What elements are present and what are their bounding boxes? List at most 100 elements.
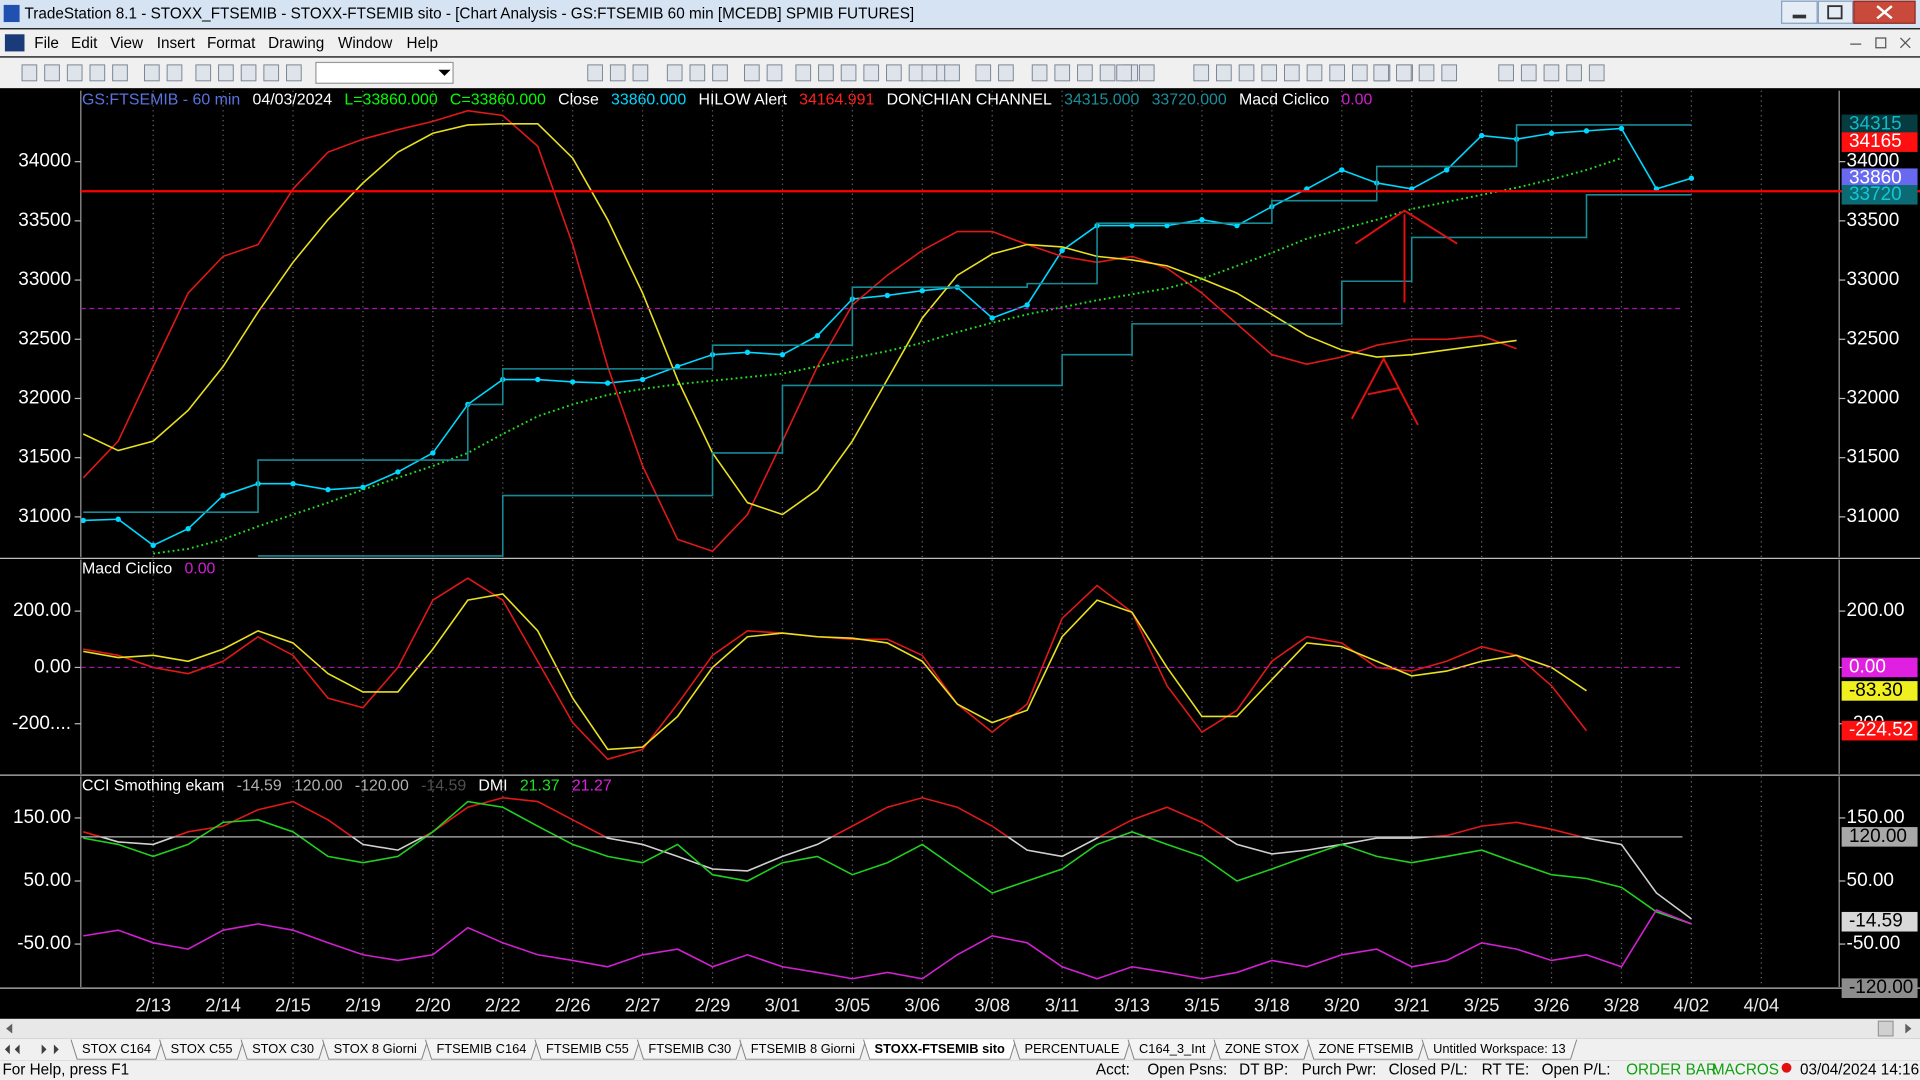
toolbar-icon[interactable] (587, 64, 603, 82)
toolbar-icon[interactable] (1116, 64, 1132, 82)
toolbar-icon[interactable] (609, 64, 626, 82)
toolbar-icon[interactable] (144, 64, 160, 82)
toolbar-icon[interactable] (840, 64, 857, 82)
toolbar-icon[interactable] (89, 64, 106, 82)
toolbar-icon[interactable] (21, 64, 38, 82)
menu-item[interactable]: Edit (71, 35, 98, 52)
toolbar-icon[interactable] (689, 64, 706, 82)
toolbar-icon[interactable] (1031, 64, 1048, 82)
toolbar-icon[interactable] (1498, 64, 1514, 82)
toolbar-icon[interactable] (744, 64, 760, 82)
toolbar-icon[interactable] (1351, 64, 1368, 82)
menu-item[interactable]: Help (407, 35, 438, 52)
menu-item[interactable]: Format (207, 35, 256, 52)
series-line (83, 593, 1587, 751)
menu-item[interactable]: File (34, 35, 59, 52)
tab-label[interactable]: FTSEMIB 8 Giorni (751, 1041, 855, 1056)
toolbar-icon[interactable] (666, 64, 683, 82)
tab[interactable] (1307, 1039, 1426, 1060)
child-window-controls[interactable] (1850, 37, 1911, 49)
toolbar-icon[interactable] (998, 64, 1014, 82)
tab[interactable] (1127, 1039, 1217, 1060)
toolbar-icon[interactable] (886, 64, 902, 82)
toolbar-icon[interactable] (1566, 64, 1582, 82)
tab-label[interactable]: STOX C55 (171, 1041, 233, 1056)
macros[interactable]: MACROS (1712, 1061, 1779, 1078)
toolbar-icon[interactable] (1441, 64, 1458, 82)
menu-item[interactable]: View (110, 35, 144, 52)
tab[interactable] (240, 1039, 326, 1060)
toolbar-icon[interactable] (166, 64, 183, 82)
toolbar-icon[interactable] (263, 64, 280, 82)
toolbar-icon[interactable] (1193, 64, 1210, 82)
order-bar[interactable]: ORDER BAR (1626, 1061, 1717, 1078)
toolbar-icon[interactable] (195, 64, 212, 82)
tab[interactable] (322, 1039, 429, 1060)
tab-label[interactable]: PERCENTUALE (1025, 1041, 1120, 1056)
menu-item[interactable]: Drawing (268, 35, 324, 52)
menu-item[interactable]: Insert (157, 35, 196, 52)
toolbar-icon[interactable] (1261, 64, 1278, 82)
horizontal-scrollbar[interactable] (0, 1018, 1920, 1039)
tab-label[interactable]: ZONE STOX (1225, 1041, 1299, 1056)
tab-label[interactable]: STOX C164 (82, 1041, 151, 1056)
tab[interactable] (534, 1039, 641, 1060)
toolbar-icon[interactable] (1099, 64, 1116, 82)
toolbar-icon[interactable] (44, 64, 60, 82)
tab[interactable] (159, 1039, 245, 1060)
toolbar-icon[interactable] (632, 64, 649, 82)
tab[interactable] (1421, 1039, 1578, 1060)
toolbar-icon[interactable] (1077, 64, 1093, 82)
toolbar-icon[interactable] (218, 64, 234, 82)
toolbar-icon[interactable] (795, 64, 812, 82)
tab[interactable] (1213, 1039, 1311, 1060)
scroll-thumb[interactable] (1877, 1020, 1894, 1037)
tab[interactable] (70, 1039, 163, 1060)
toolbar-icon[interactable] (1238, 64, 1255, 82)
toolbar-icon[interactable] (1138, 64, 1155, 82)
toolbar-icon[interactable] (944, 64, 960, 82)
tab[interactable] (739, 1039, 867, 1060)
toolbar-icon[interactable] (975, 64, 992, 82)
toolbar-icon[interactable] (1588, 64, 1605, 82)
tab-label[interactable]: STOX 8 Giorni (334, 1041, 417, 1056)
tab-label[interactable]: ZONE FTSEMIB (1319, 1041, 1414, 1056)
toolbar-icon[interactable] (766, 64, 783, 82)
tab-label[interactable]: STOXX-FTSEMIB sito (875, 1041, 1006, 1056)
tab-label[interactable]: FTSEMIB C55 (546, 1041, 629, 1056)
toolbar-icon[interactable] (1284, 64, 1300, 82)
tab-label[interactable]: STOX C30 (252, 1041, 314, 1056)
tab-label[interactable]: FTSEMIB C164 (436, 1041, 526, 1056)
toolbar-icon[interactable] (1418, 64, 1435, 82)
tab-label[interactable]: FTSEMIB C30 (648, 1041, 731, 1056)
toolbar-icon[interactable] (863, 64, 880, 82)
restore-button[interactable] (1817, 0, 1854, 24)
toolbar-icon[interactable] (921, 64, 938, 82)
toolbar-icon[interactable] (712, 64, 728, 82)
tab[interactable] (636, 1039, 743, 1060)
toolbar-icon[interactable] (1543, 64, 1560, 82)
tab[interactable] (1013, 1039, 1131, 1060)
toolbar-icon[interactable] (1216, 64, 1232, 82)
scroll-right[interactable] (1905, 1023, 1912, 1034)
toolbar-icon[interactable] (1306, 64, 1323, 82)
toolbar-icon[interactable] (66, 64, 83, 82)
tab-label[interactable]: C164_3_Int (1139, 1041, 1206, 1056)
toolbar-icon[interactable] (818, 64, 834, 82)
symbol-combo[interactable] (315, 61, 454, 84)
toolbar-icon[interactable] (1329, 64, 1345, 82)
tab[interactable] (424, 1039, 538, 1060)
menu-item[interactable]: Window (338, 35, 393, 52)
toolbar-icon[interactable] (1054, 64, 1071, 82)
toolbar-icon[interactable] (112, 64, 128, 82)
tab-nav[interactable] (4, 1044, 59, 1055)
scroll-left[interactable] (6, 1023, 13, 1034)
toolbar-icon[interactable] (240, 64, 257, 82)
tab-label[interactable]: Untitled Workspace: 13 (1433, 1041, 1566, 1056)
tab[interactable] (863, 1039, 1017, 1060)
toolbar-icon[interactable] (1396, 64, 1412, 82)
toolbar-icon[interactable] (1373, 64, 1390, 82)
minimize-button[interactable] (1781, 0, 1818, 24)
toolbar-icon[interactable] (286, 64, 302, 82)
toolbar-icon[interactable] (1520, 64, 1537, 82)
